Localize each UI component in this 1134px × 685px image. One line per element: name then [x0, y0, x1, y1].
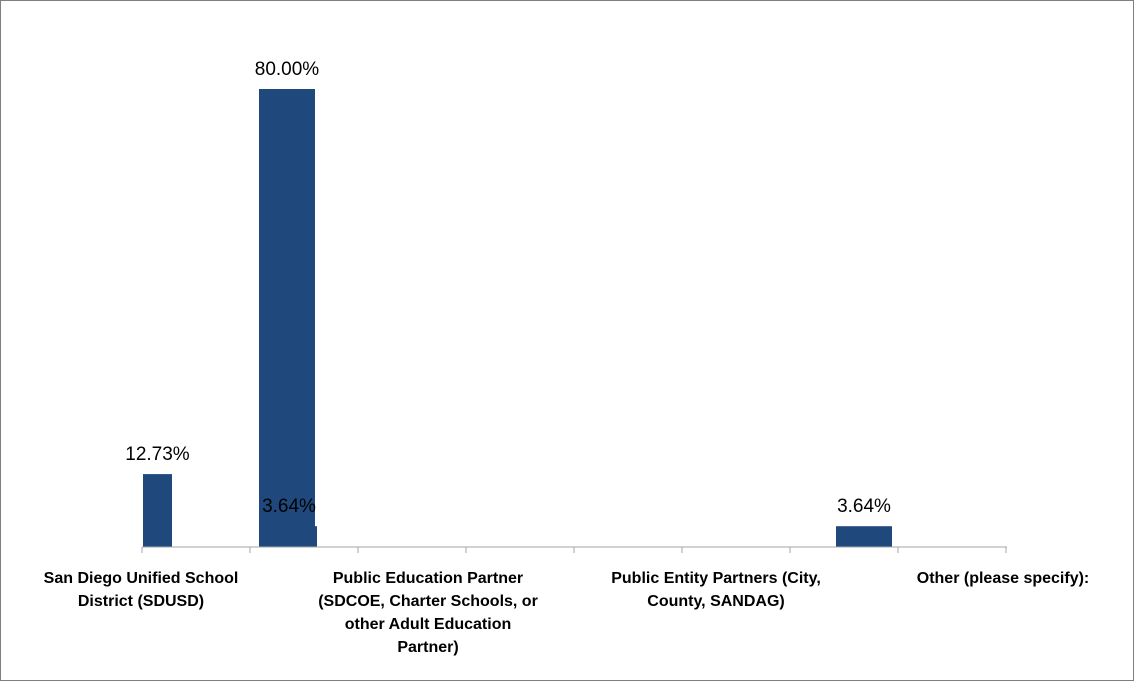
category-label-1: Public Education Partner (SDCOE, Charter …: [318, 570, 538, 656]
category-label-line: other Adult Education: [345, 616, 512, 633]
category-label-line: Public Education Partner: [333, 570, 523, 587]
category-label-2: Public Entity Partners (City, County, SAN…: [611, 570, 821, 610]
category-label-0: San Diego Unified School District (SDUSD): [44, 570, 239, 610]
category-label-line: County, SANDAG): [647, 593, 784, 610]
category-label-line: Other (please specify):: [917, 570, 1090, 587]
data-label-3-series-0: 3.64%: [837, 496, 891, 517]
data-labels-layer: 12.73% 3.64% 3.64% 80.00%: [125, 59, 891, 517]
data-label-0-series-0: 12.73%: [125, 444, 190, 465]
category-labels-layer: San Diego Unified School District (SDUSD)…: [44, 570, 1090, 656]
bar-0-series-1: [259, 89, 315, 547]
category-label-line: District (SDUSD): [78, 593, 204, 610]
category-label-line: (SDCOE, Charter Schools, or: [318, 593, 538, 610]
category-label-line: Public Entity Partners (City,: [611, 570, 821, 587]
category-label-3: Other (please specify):: [917, 570, 1090, 587]
bars-layer: [143, 89, 892, 547]
data-label-1-series-0: 3.64%: [262, 496, 316, 517]
bar-0-series-0: [143, 474, 172, 547]
data-label-0-series-1: 80.00%: [255, 59, 320, 80]
category-label-line: Partner): [397, 639, 458, 656]
category-label-line: San Diego Unified School: [44, 570, 239, 587]
x-axis: [141, 546, 1007, 553]
bar-3-series-0: [836, 526, 892, 547]
